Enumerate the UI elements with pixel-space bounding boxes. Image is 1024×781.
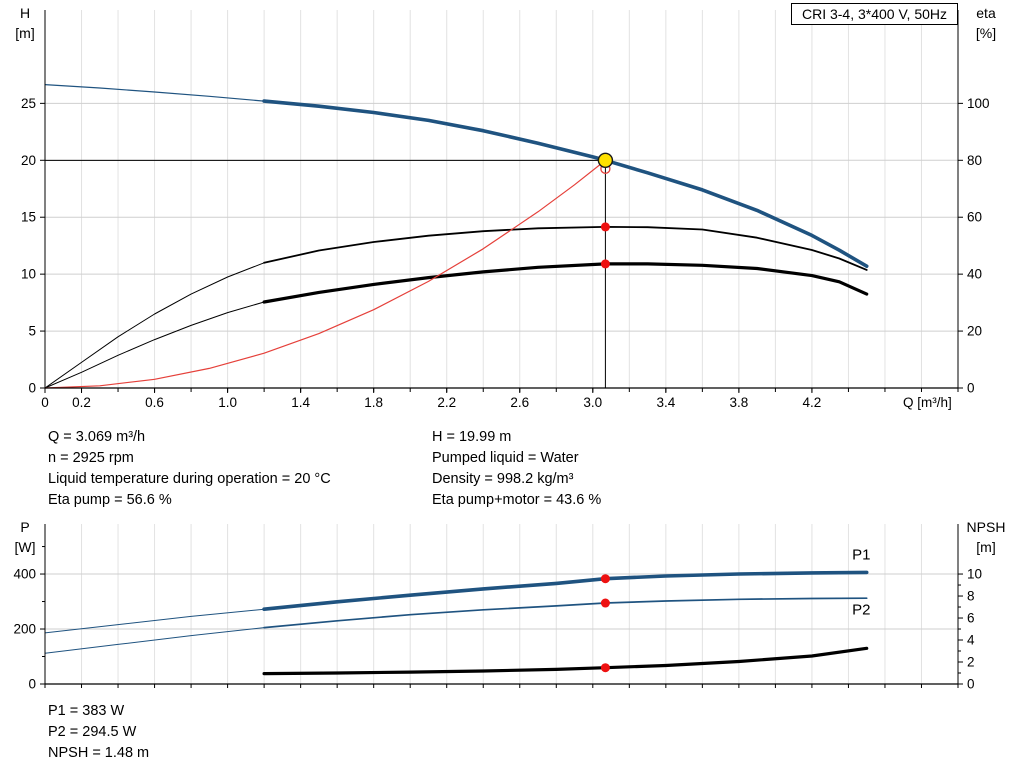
y-left-tick-label: 20 — [21, 153, 36, 168]
y-left-tick-label: 200 — [13, 622, 36, 637]
p1-curve-extension — [44, 608, 265, 634]
y-left-tick-label: 0 — [28, 381, 36, 396]
pump-title-box: CRI 3-4, 3*400 V, 50Hz — [790, 3, 958, 25]
info-speed: n = 2925 rpm — [48, 450, 134, 466]
left-axis-label: H — [20, 5, 30, 21]
p2-duty-dot — [600, 598, 610, 608]
p2-curve-extension — [44, 627, 265, 654]
y-left-tick-label: 25 — [21, 96, 36, 111]
duty-point-marker — [597, 152, 614, 168]
y-right-tick-label: 6 — [967, 611, 975, 626]
p2-series-label: P2 — [852, 602, 870, 619]
info-p2: P2 = 294.5 W — [48, 724, 137, 740]
x-tick-label: 2.2 — [437, 395, 456, 410]
npsh-curve — [262, 646, 869, 676]
y-right-tick-label: 20 — [967, 324, 982, 339]
x-tick-label: 1.8 — [364, 395, 383, 410]
x-tick-label: 0 — [41, 395, 49, 410]
y-left-tick-label: 400 — [13, 567, 36, 582]
info-pumped-liquid: Pumped liquid = Water — [432, 450, 579, 466]
x-tick-label: 0.6 — [145, 395, 164, 410]
y-right-tick-label: 2 — [967, 655, 975, 670]
left-axis-label: [m] — [15, 25, 34, 41]
eta-pump-motor-duty-dot — [600, 259, 610, 269]
eta-pump-extension — [44, 262, 265, 389]
y-left-tick-label: 15 — [21, 210, 36, 225]
eta-pump-duty-dot — [600, 222, 610, 232]
info-flow: Q = 3.069 m³/h — [48, 429, 146, 445]
p1-series-label: P1 — [852, 547, 870, 564]
x-tick-label: 0.2 — [72, 395, 91, 410]
left-axis-label: P — [20, 519, 29, 535]
y-right-tick-label: 60 — [967, 210, 982, 225]
y-right-tick-label: 100 — [967, 96, 990, 111]
info-p1: P1 = 383 W — [48, 703, 125, 719]
info-eta-pump: Eta pump = 56.6 % — [48, 492, 172, 508]
info-npsh: NPSH = 1.48 m — [48, 745, 150, 761]
eta-pump-motor-extension — [44, 301, 265, 389]
x-tick-label: 3.0 — [583, 395, 602, 410]
left-axis-label: [W] — [15, 539, 36, 555]
pump-title: CRI 3-4, 3*400 V, 50Hz — [801, 6, 947, 22]
y-left-tick-label: 10 — [21, 267, 36, 282]
info-eta-pump-motor: Eta pump+motor = 43.6 % — [432, 492, 602, 508]
power-npsh-chart: 0 200 400 0 2 4 6 8 10 P1 P2 P [W] NPSH [m] — [13, 519, 1006, 692]
right-axis-label: [%] — [976, 25, 996, 41]
right-axis-label: [m] — [976, 539, 995, 555]
y-left-tick-label: 0 — [28, 677, 36, 692]
y-right-tick-label: 8 — [967, 589, 975, 604]
x-tick-label: 3.8 — [729, 395, 748, 410]
duty-info-right-column: H = 19.99 m Pumped liquid = Water Densit… — [432, 427, 601, 511]
system-curve — [44, 159, 607, 389]
x-tick-label: 2.6 — [510, 395, 529, 410]
info-head: H = 19.99 m — [432, 429, 512, 445]
x-tick-label: 3.4 — [656, 395, 675, 410]
y-right-tick-label: 40 — [967, 267, 982, 282]
y-right-tick-label: 0 — [967, 677, 975, 692]
x-axis-label: Q [m³/h] — [903, 395, 952, 410]
y-right-tick-label: 80 — [967, 153, 982, 168]
p1-duty-dot — [600, 574, 610, 584]
right-axis-label: eta — [976, 5, 996, 21]
npsh-duty-dot — [600, 663, 610, 673]
p2-curve — [263, 597, 868, 629]
p1-curve — [262, 570, 869, 611]
right-axis-label: NPSH — [967, 519, 1006, 535]
y-right-tick-label: 0 — [967, 381, 975, 396]
y-left-tick-label: 5 — [28, 324, 36, 339]
qh-curve-extension — [44, 83, 265, 102]
info-temperature: Liquid temperature during operation = 20… — [48, 471, 331, 487]
eta-pump-motor-curve — [262, 262, 869, 304]
eta-pump-curve — [263, 225, 868, 271]
y-right-tick-label: 4 — [967, 633, 975, 648]
info-density: Density = 998.2 kg/m³ — [432, 471, 574, 487]
y-right-tick-label: 10 — [967, 567, 982, 582]
duty-info-left-column: Q = 3.069 m³/h n = 2925 rpm Liquid tempe… — [48, 427, 331, 511]
x-tick-label: 4.2 — [803, 395, 822, 410]
qh-eta-chart: 0 0.2 0.6 1.0 1.4 1.8 2.2 2.6 3.0 3.4 3.8 4.2 0 5 10 15… — [15, 5, 996, 410]
x-tick-label: 1.0 — [218, 395, 237, 410]
power-info-block: P1 = 383 W P2 = 294.5 W NPSH = 1.48 m — [48, 701, 149, 764]
x-tick-label: 1.4 — [291, 395, 310, 410]
